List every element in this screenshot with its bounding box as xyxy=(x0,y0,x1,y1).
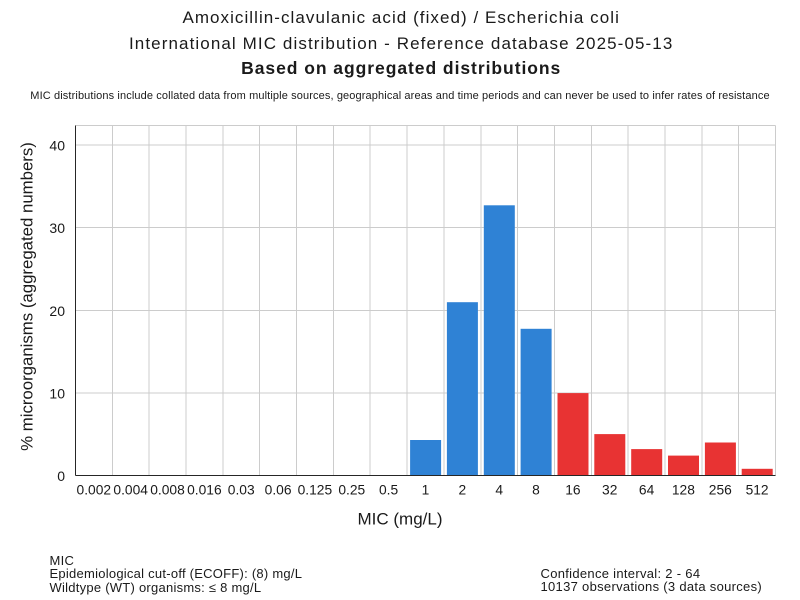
svg-text:20: 20 xyxy=(49,303,65,319)
svg-text:MIC (mg/L): MIC (mg/L) xyxy=(358,510,443,529)
svg-text:0.5: 0.5 xyxy=(379,482,399,497)
svg-text:16: 16 xyxy=(565,482,581,497)
svg-text:0.004: 0.004 xyxy=(113,482,148,497)
svg-text:32: 32 xyxy=(602,482,617,497)
svg-text:128: 128 xyxy=(672,482,695,497)
svg-text:2: 2 xyxy=(458,482,466,497)
svg-text:0.008: 0.008 xyxy=(150,482,185,497)
svg-text:1: 1 xyxy=(422,482,430,497)
svg-text:% microorganisms (aggregated n: % microorganisms (aggregated numbers) xyxy=(17,142,36,451)
svg-text:0.125: 0.125 xyxy=(298,482,333,497)
svg-text:64: 64 xyxy=(639,482,655,497)
svg-text:40: 40 xyxy=(49,138,65,154)
svg-text:30: 30 xyxy=(49,220,65,236)
svg-text:512: 512 xyxy=(746,482,769,497)
svg-text:0: 0 xyxy=(57,468,65,484)
svg-text:256: 256 xyxy=(709,482,732,497)
svg-text:4: 4 xyxy=(495,482,503,497)
svg-text:8: 8 xyxy=(532,482,540,497)
svg-text:0.002: 0.002 xyxy=(77,482,112,497)
svg-text:0.03: 0.03 xyxy=(228,482,255,497)
svg-text:10: 10 xyxy=(49,385,65,401)
svg-text:0.016: 0.016 xyxy=(187,482,222,497)
svg-text:0.06: 0.06 xyxy=(265,482,292,497)
svg-text:0.25: 0.25 xyxy=(338,482,365,497)
